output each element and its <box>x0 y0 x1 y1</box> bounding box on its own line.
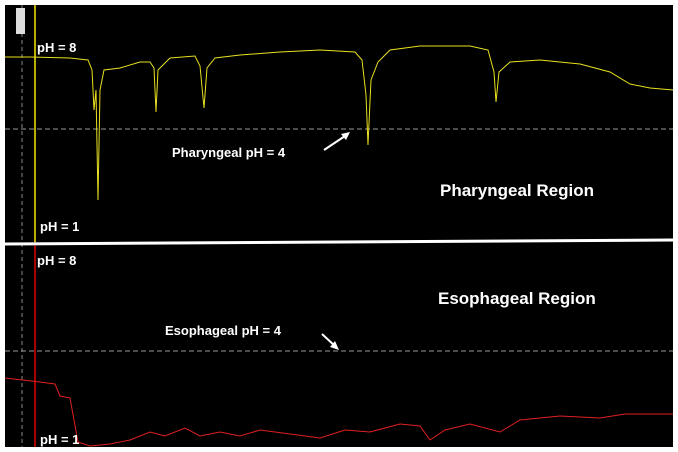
pharyngeal-top-label: pH = 8 <box>37 40 76 55</box>
region-separator <box>4 238 674 246</box>
esophageal-arrow-head <box>330 341 339 350</box>
esophageal-top-label: pH = 8 <box>37 253 76 268</box>
pharyngeal-trace <box>5 45 674 201</box>
esophageal-threshold-label: Esophageal pH = 4 <box>165 323 282 338</box>
esophageal-bottom-label: pH = 1 <box>40 432 79 447</box>
display-background <box>5 5 673 447</box>
channel-tag <box>16 8 25 34</box>
pharyngeal-arrow-head <box>341 132 350 140</box>
pharyngeal-threshold-label: Pharyngeal pH = 4 <box>172 145 286 160</box>
esophageal-trace <box>4 377 673 447</box>
pharyngeal-bottom-label: pH = 1 <box>40 219 79 234</box>
pharyngeal-region-label: Pharyngeal Region <box>440 181 594 200</box>
esophageal-region-label: Esophageal Region <box>438 289 596 308</box>
